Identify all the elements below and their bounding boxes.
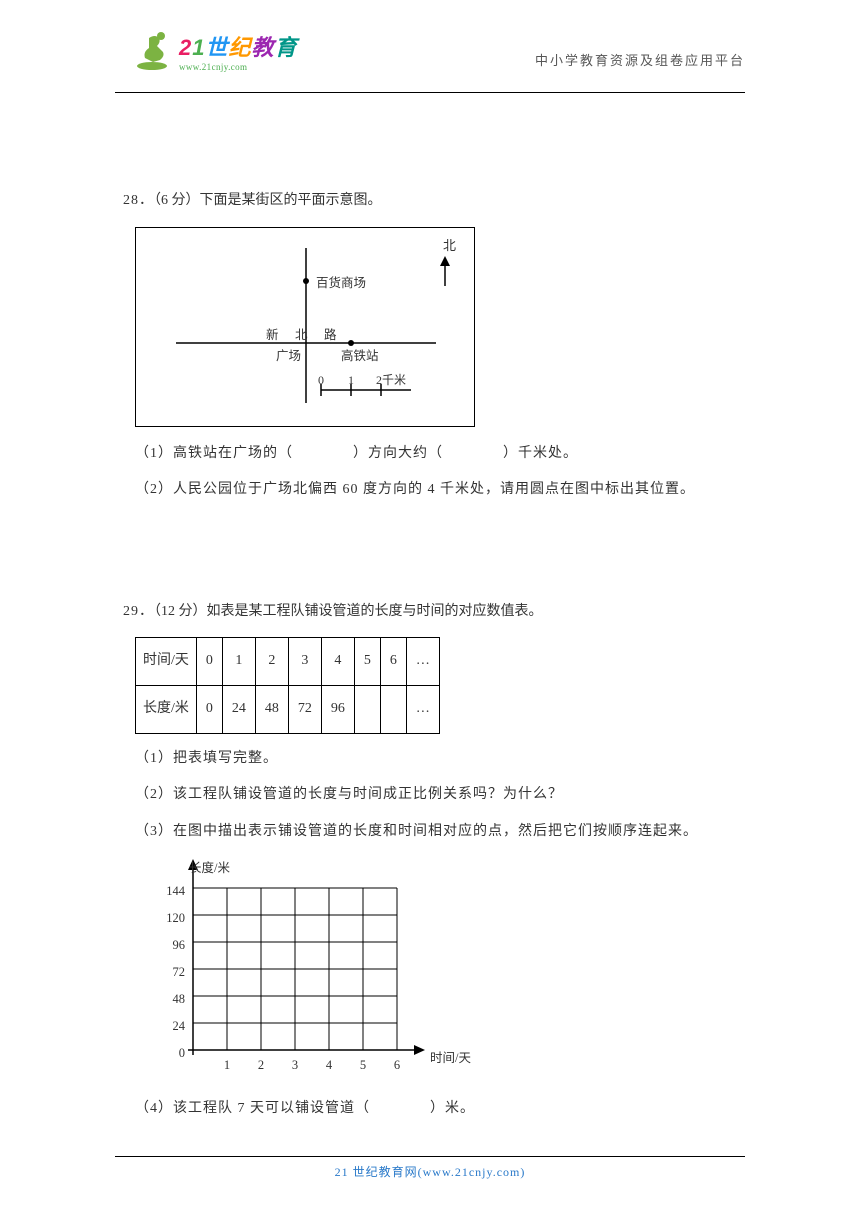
table-cell: 5 <box>354 638 380 686</box>
q28-text: 下面是某街区的平面示意图。 <box>200 193 382 208</box>
q28-number: 28． <box>123 193 154 208</box>
q29-sub1: （1）把表填写完整。 <box>135 746 745 773</box>
map-label-station: 高铁站 <box>341 345 379 369</box>
q28-sub1-mid: ）方向大约（ <box>353 446 443 461</box>
chart-x-tick: 1 <box>217 1054 237 1078</box>
q28-sub2: （2）人民公园位于广场北偏西 60 度方向的 4 千米处，请用圆点在图中标出其位… <box>135 477 745 504</box>
table-cell: 6 <box>380 638 406 686</box>
street-map-diagram: 北 百货商场 新 北 路 广场 高铁站 0 1 2千米 <box>135 227 475 427</box>
chart-x-tick: 4 <box>319 1054 339 1078</box>
q29-text: 如表是某工程队铺设管道的长度与时间的对应数值表。 <box>207 604 543 619</box>
table-cell-blank[interactable] <box>354 685 380 733</box>
table-cell: 48 <box>255 685 288 733</box>
chart-y-tick: 24 <box>155 1015 185 1039</box>
footer-text: 21 世纪教育网(www.21cnjy.com) <box>115 1163 745 1180</box>
q29-prompt: 29．（12 分）如表是某工程队铺设管道的长度与时间的对应数值表。 <box>123 599 745 626</box>
table-cell: 24 <box>222 685 255 733</box>
map-label-baihuo: 百货商场 <box>316 272 366 296</box>
q29-sub4: （4）该工程队 7 天可以铺设管道（ ）米。 <box>135 1096 745 1123</box>
chart-y-tick: 72 <box>155 961 185 985</box>
chart-grid <box>153 855 463 1080</box>
logo-text: 21世纪教育 www.21cnjy.com <box>179 30 298 72</box>
table-cell: 0 <box>196 638 222 686</box>
table-cell: 96 <box>321 685 354 733</box>
table-cell: … <box>406 638 439 686</box>
q29-sub3: （3）在图中描出表示铺设管道的长度和时间相对应的点，然后把它们按顺序连起来。 <box>135 819 745 846</box>
table-cell: 1 <box>222 638 255 686</box>
table-header-length: 长度/米 <box>136 685 197 733</box>
q29-sub2: （2）该工程队铺设管道的长度与时间成正比例关系吗？为什么？ <box>135 782 745 809</box>
chart-x-tick: 2 <box>251 1054 271 1078</box>
table-cell: 2 <box>255 638 288 686</box>
q28-sub1-prefix: （1）高铁站在广场的（ <box>135 446 293 461</box>
chart-y-tick: 48 <box>155 988 185 1012</box>
logo-area: 21世纪教育 www.21cnjy.com <box>135 30 298 72</box>
page-footer: 21 世纪教育网(www.21cnjy.com) <box>115 1156 745 1180</box>
logo-runner-icon <box>135 30 177 72</box>
table-cell: 0 <box>196 685 222 733</box>
table-row: 长度/米 0 24 48 72 96 … <box>136 685 440 733</box>
q29-sub4-prefix: （4）该工程队 7 天可以铺设管道（ <box>135 1101 370 1116</box>
q28-points: （6 分） <box>154 193 200 208</box>
map-label-plaza: 广场 <box>276 345 301 369</box>
chart-y-axis-label: 长度/米 <box>189 857 230 881</box>
q29-sub4-suffix: ）米。 <box>430 1101 475 1116</box>
chart-y-tick: 96 <box>155 934 185 958</box>
table-cell: 4 <box>321 638 354 686</box>
q28-prompt: 28．（6 分）下面是某街区的平面示意图。 <box>123 188 745 215</box>
q28-sub1: （1）高铁站在广场的（ ）方向大约（ ）千米处。 <box>135 441 745 468</box>
table-row: 时间/天 0 1 2 3 4 5 6 … <box>136 638 440 686</box>
table-header-time: 时间/天 <box>136 638 197 686</box>
chart-y-tick: 0 <box>155 1042 185 1066</box>
header-subtitle: 中小学教育资源及组卷应用平台 <box>535 50 745 69</box>
map-scale-1: 1 <box>348 369 354 392</box>
chart-y-tick: 120 <box>155 907 185 931</box>
q28-sub1-suffix: ）千米处。 <box>503 446 578 461</box>
logo-title: 21世纪教育 <box>179 30 298 62</box>
q29-data-table: 时间/天 0 1 2 3 4 5 6 … 长度/米 0 24 48 72 96 … <box>135 637 440 733</box>
chart-x-tick: 5 <box>353 1054 373 1078</box>
table-cell-blank[interactable] <box>380 685 406 733</box>
chart-x-tick: 6 <box>387 1054 407 1078</box>
q29-points: （12 分） <box>154 604 207 619</box>
q29-number: 29． <box>123 604 154 619</box>
page-header: 21世纪教育 www.21cnjy.com 中小学教育资源及组卷应用平台 <box>0 0 860 92</box>
content-area: 28．（6 分）下面是某街区的平面示意图。 北 百货商场 新 北 路 广场 高铁… <box>0 93 860 1163</box>
logo-url: www.21cnjy.com <box>179 62 298 72</box>
q29-line-chart: 长度/米 时间/天 024487296120144123456 <box>153 855 463 1080</box>
chart-x-axis-label: 时间/天 <box>430 1047 471 1071</box>
map-scale-0: 0 <box>318 369 324 392</box>
map-scale-2: 2千米 <box>376 369 406 392</box>
chart-y-tick: 144 <box>155 880 185 904</box>
table-cell: 72 <box>288 685 321 733</box>
chart-x-tick: 3 <box>285 1054 305 1078</box>
table-cell: … <box>406 685 439 733</box>
table-cell: 3 <box>288 638 321 686</box>
footer-divider <box>115 1156 745 1157</box>
